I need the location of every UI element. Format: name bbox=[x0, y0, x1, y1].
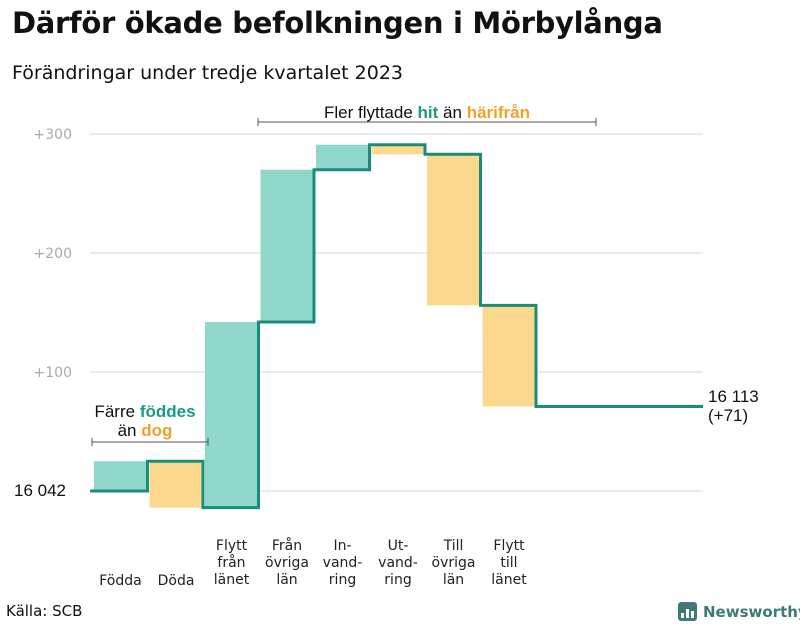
brand-logo[interactable]: Newsworthy bbox=[678, 602, 800, 621]
bar-2 bbox=[205, 322, 258, 508]
category-label: Ut-vand-ring bbox=[378, 538, 418, 588]
grid-lines: +100 +200 +300 bbox=[34, 127, 703, 492]
category-label: Döda bbox=[158, 573, 195, 589]
category-label: Till övriga län bbox=[432, 538, 476, 588]
category-label: Födda bbox=[99, 573, 141, 589]
births-annotation-line2: än dog bbox=[118, 421, 173, 440]
migration-bracket bbox=[257, 118, 597, 126]
migration-annotation-text: Fler flyttade hit än härifrån bbox=[324, 103, 530, 122]
source-note: Källa: SCB bbox=[6, 602, 83, 620]
end-change-label: (+71) bbox=[708, 406, 748, 425]
bar-chart-icon bbox=[678, 602, 697, 621]
bar-0 bbox=[94, 461, 147, 491]
step-line bbox=[90, 143, 703, 510]
y-tick-label: +100 bbox=[34, 365, 72, 381]
end-value-label: 16 113 bbox=[708, 387, 759, 406]
y-tick-label: +200 bbox=[34, 246, 72, 262]
bar-4 bbox=[316, 144, 369, 170]
births-bracket bbox=[91, 438, 209, 446]
migration-annotation: Fler flyttade hit än härifrån bbox=[257, 103, 597, 126]
births-annotation-line1: Färre föddes bbox=[94, 402, 195, 421]
bar-5 bbox=[371, 144, 425, 155]
category-label: In-vand-ring bbox=[323, 538, 363, 588]
y-tick-label: +300 bbox=[34, 127, 72, 143]
category-label: Flytt från länet bbox=[214, 538, 250, 588]
births-annotation: Färre föddes än dog bbox=[91, 402, 209, 446]
step-line-group bbox=[90, 143, 703, 510]
start-value-label: 16 042 bbox=[14, 481, 66, 500]
category-label: Från övriga län bbox=[265, 537, 309, 588]
category-labels: Födda Döda Flytt från länet Från övriga län In-v… bbox=[99, 537, 527, 589]
bar-6 bbox=[427, 154, 480, 306]
bars bbox=[94, 144, 536, 508]
chart-subtitle: Förändringar under tredje kvartalet 2023 bbox=[12, 62, 404, 84]
category-label: Flytt till länet bbox=[491, 538, 527, 588]
brand-name: Newsworthy bbox=[703, 602, 800, 621]
chart-title: Därför ökade befolkningen i Mörbylånga bbox=[12, 6, 663, 40]
bar-1 bbox=[149, 461, 203, 508]
bar-7 bbox=[482, 305, 536, 407]
bar-3 bbox=[260, 169, 314, 323]
